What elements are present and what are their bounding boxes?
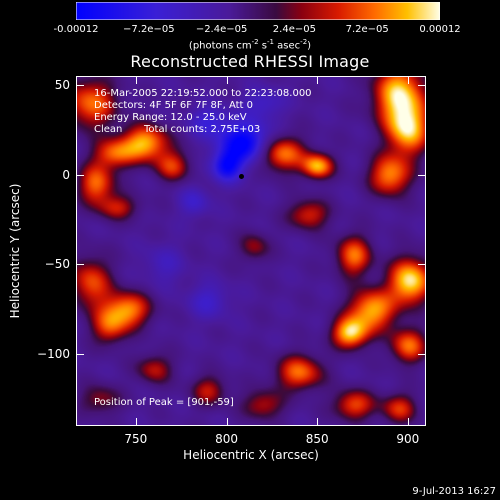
y-axis-label-wrap: Heliocentric Y (arcsec) xyxy=(6,76,24,426)
y-tick-mark xyxy=(418,174,426,176)
y-tick-mark xyxy=(418,264,426,266)
annotation-algorithm: Clean xyxy=(94,124,123,135)
x-tick-mark xyxy=(407,76,409,84)
x-tick-mark xyxy=(135,76,137,84)
chart-title: Reconstructed RHESSI Image xyxy=(130,52,370,71)
y-tick-mark xyxy=(76,84,84,86)
x-tick-label: 750 xyxy=(124,432,148,446)
colorbar xyxy=(76,2,440,20)
colorbar-tick-label: 2.4e−05 xyxy=(272,24,316,35)
annotation-time-range: 16-Mar-2005 22:19:52.000 to 22:23:08.000 xyxy=(94,88,312,99)
x-axis-label: Heliocentric X (arcsec) xyxy=(183,448,319,462)
x-tick-label: 900 xyxy=(396,432,420,446)
peak-marker xyxy=(238,174,244,179)
y-tick-label: 0 xyxy=(62,167,70,182)
x-tick-mark xyxy=(226,418,228,426)
y-tick-mark xyxy=(76,354,84,356)
annotation-energy: Energy Range: 12.0 - 25.0 keV xyxy=(94,112,247,123)
y-tick-mark xyxy=(76,174,84,176)
y-tick-mark xyxy=(76,264,84,266)
colorbar-label: (photons cm-2 s-1 asec-2) xyxy=(188,38,312,52)
x-tick-mark xyxy=(317,76,319,84)
annotation-peak-position: Position of Peak = [901,-59] xyxy=(94,397,234,408)
colorbar-tick-label: -0.00012 xyxy=(53,24,99,35)
colorbar-tick-label: 0.00012 xyxy=(419,24,461,35)
x-tick-mark xyxy=(135,418,137,426)
y-tick-mark xyxy=(418,84,426,86)
y-tick-mark xyxy=(418,354,426,356)
x-tick-label: 850 xyxy=(305,432,329,446)
x-tick-label: 800 xyxy=(215,432,238,446)
colorbar-tick-label: −7.2e−05 xyxy=(123,24,175,35)
y-tick-label: −100 xyxy=(37,347,70,362)
x-tick-mark xyxy=(226,76,228,84)
colorbar-tick-label: −2.4e−05 xyxy=(195,24,248,35)
x-tick-mark xyxy=(317,418,319,426)
x-tick-mark xyxy=(407,418,409,426)
timestamp: 9-Jul-2013 16:27 xyxy=(412,486,496,497)
heatmap-image xyxy=(76,76,426,426)
annotation-detectors: Detectors: 4F 5F 6F 7F 8F, Att 0 xyxy=(94,100,254,111)
y-tick-label: 50 xyxy=(54,77,70,92)
annotation-total-counts: Total counts: 2.75E+03 xyxy=(144,124,261,135)
colorbar-tick-label: 7.2e−05 xyxy=(345,24,389,35)
y-tick-label: −50 xyxy=(44,257,70,272)
y-axis-label: Heliocentric Y (arcsec) xyxy=(8,183,22,319)
